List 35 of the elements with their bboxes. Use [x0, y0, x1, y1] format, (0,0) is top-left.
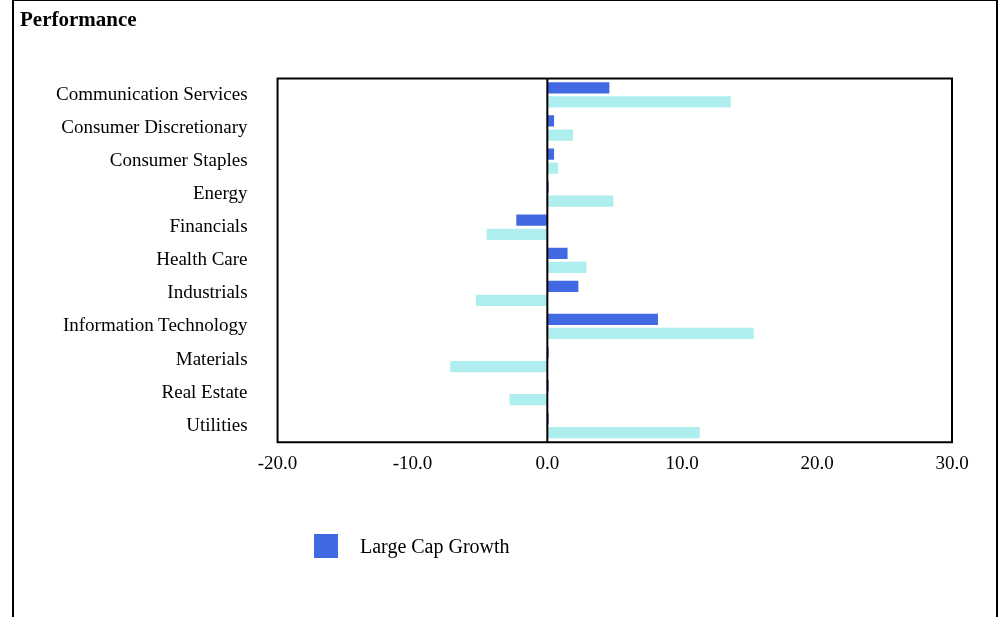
x-tick-label: -20.0 — [257, 451, 298, 473]
x-tick-label: 10.0 — [665, 451, 699, 473]
y-tick-label: Real Estate — [161, 380, 248, 402]
bar — [547, 129, 573, 141]
bar — [547, 195, 614, 207]
bar — [547, 327, 754, 340]
bar — [475, 294, 548, 307]
y-tick-label: Financials — [169, 215, 248, 237]
y-tick-label: Consumer Discretionary — [61, 115, 249, 137]
y-tick-label: Health Care — [156, 248, 248, 270]
bar — [450, 360, 548, 373]
bar — [547, 261, 587, 273]
bar — [547, 96, 731, 108]
bar — [547, 313, 658, 326]
legend-label: Large Cap Growth — [360, 534, 510, 558]
y-tick-label: Materials — [175, 347, 248, 369]
y-tick-label: Utilities — [186, 413, 248, 435]
bar — [516, 214, 548, 226]
x-tick-label: 0.0 — [535, 451, 560, 473]
x-tick-label: -10.0 — [392, 451, 433, 473]
y-tick-label: Communication Services — [55, 82, 248, 104]
y-tick-label: Industrials — [167, 281, 248, 303]
x-tick-label: 20.0 — [800, 451, 834, 473]
x-tick-label: 30.0 — [935, 451, 969, 473]
bar — [547, 82, 610, 94]
y-tick-label: Energy — [193, 182, 249, 204]
bar — [547, 162, 559, 174]
text: Performance — [20, 7, 137, 32]
bar — [509, 394, 548, 406]
y-tick-label: Consumer Staples — [109, 149, 248, 171]
bar — [547, 247, 568, 259]
bar — [547, 427, 700, 439]
bar — [486, 228, 548, 240]
y-tick-label: Information Technology — [62, 314, 249, 336]
bar — [547, 280, 579, 292]
